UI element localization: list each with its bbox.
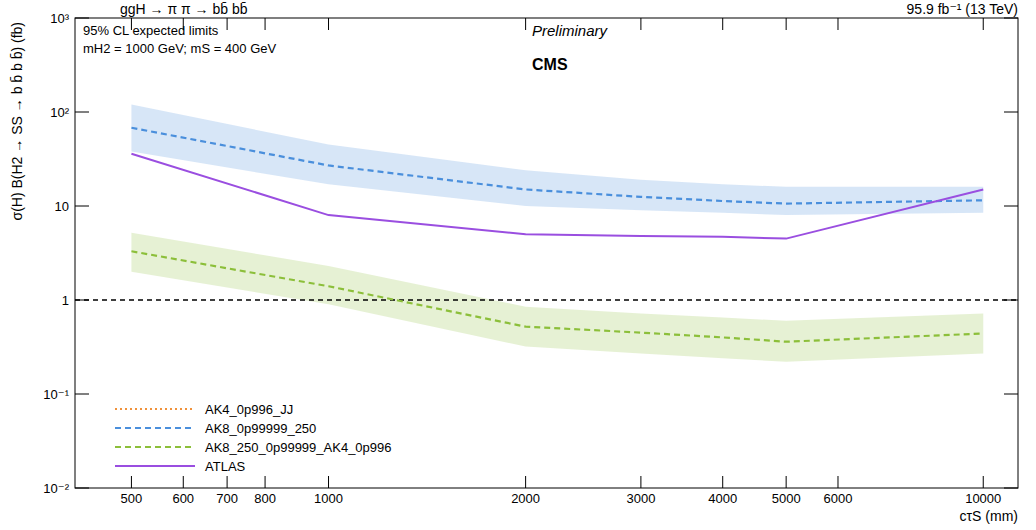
x-tick-label: 4000 (708, 491, 737, 506)
x-tick-label: 800 (254, 491, 276, 506)
y-tick-right (1004, 206, 1018, 207)
plot-area (75, 105, 1018, 362)
y-tick-label: 10² (50, 105, 69, 120)
x-tick-label: 3000 (626, 491, 655, 506)
x-tick (131, 476, 132, 488)
x-tick (227, 476, 228, 488)
x-tick-top (983, 18, 984, 30)
x-tick (640, 476, 641, 488)
y-tick-right (1004, 300, 1018, 301)
series-line (131, 128, 983, 204)
legend-label: AK8_0p99999_250 (205, 421, 316, 436)
x-tick-label: 500 (121, 491, 143, 506)
title: ggH → π π → bb̄ bb̄ (120, 1, 248, 17)
x-tick-label: 10000 (965, 491, 1001, 506)
x-tick-label: 2000 (511, 491, 540, 506)
y-tick (75, 300, 89, 301)
y-tick-right (1004, 488, 1018, 489)
x-tick-label: 5000 (772, 491, 801, 506)
cms-label: CMS (532, 56, 568, 73)
legend-label: AK4_0p996_JJ (205, 402, 293, 417)
y-tick-label: 1 (62, 293, 69, 308)
x-axis-title: cτS (mm) (960, 508, 1018, 524)
y-tick-right (1004, 18, 1018, 19)
x-tick-label: 6000 (824, 491, 853, 506)
x-tick-top (328, 18, 329, 30)
y-tick-right (1004, 112, 1018, 113)
legend-label: AK8_250_0p99999_AK4_0p996 (205, 440, 392, 455)
x-tick-label: 600 (172, 491, 194, 506)
uncertainty-band (131, 105, 983, 216)
legend-label: ATLAS (205, 459, 246, 474)
legend-swatch (115, 446, 195, 448)
x-tick (722, 476, 723, 488)
x-tick (183, 476, 184, 488)
x-tick (983, 476, 984, 488)
x-tick-top (265, 18, 266, 30)
legend-swatch (115, 465, 195, 467)
x-tick-top (640, 18, 641, 30)
legend-swatch (115, 427, 195, 429)
y-tick (75, 206, 89, 207)
legend-swatch (115, 408, 195, 410)
y-tick-label: 10⁻² (43, 481, 69, 496)
y-tick (75, 18, 89, 19)
x-tick (525, 476, 526, 488)
x-tick-top (722, 18, 723, 30)
x-tick-top (525, 18, 526, 30)
y-tick-right (1004, 394, 1018, 395)
subtitle: 95.9 fb⁻¹ (13 TeV) (907, 1, 1018, 17)
x-tick (837, 476, 838, 488)
y-tick-label: 10⁻¹ (43, 387, 69, 402)
annotation: 95% CL expected limits (83, 23, 219, 38)
annotation: mH2 = 1000 GeV; mS = 400 GeV (83, 41, 277, 56)
y-tick (75, 394, 89, 395)
y-tick (75, 488, 89, 489)
reference-line (75, 299, 1018, 301)
x-tick (328, 476, 329, 488)
y-axis-title: σ(H) B(H2 → SS → b b̄ b b̄) (fb) (9, 22, 25, 220)
chart: 500 600 700 800 1000 2000 3000 4000 5000 6000 1000… (0, 0, 1036, 530)
series-line (131, 154, 983, 239)
frame (75, 18, 1018, 488)
x-tick-label: 1000 (314, 491, 343, 506)
y-tick-label: 10 (55, 199, 69, 214)
x-tick-label: 700 (216, 491, 238, 506)
x-tick (786, 476, 787, 488)
x-tick-top (786, 18, 787, 30)
x-tick-top (227, 18, 228, 30)
preliminary-label: Preliminary (532, 22, 609, 39)
y-tick (75, 112, 89, 113)
x-tick-top (837, 18, 838, 30)
uncertainty-band (131, 233, 983, 362)
y-tick-label: 10³ (50, 11, 69, 26)
x-tick (265, 476, 266, 488)
series-line (131, 251, 983, 341)
legend: AK4_0p996_JJ AK8_0p99999_250 AK8_250_0p999… (115, 402, 392, 474)
plot-bg (75, 18, 1018, 488)
